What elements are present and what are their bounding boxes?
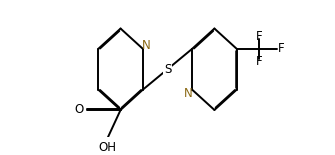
Text: F: F xyxy=(256,55,262,68)
Text: F: F xyxy=(256,30,262,43)
Text: S: S xyxy=(164,63,171,76)
Text: N: N xyxy=(184,87,193,100)
Text: O: O xyxy=(74,104,83,116)
Text: F: F xyxy=(278,42,285,55)
Text: OH: OH xyxy=(98,141,116,154)
Text: N: N xyxy=(142,39,151,52)
